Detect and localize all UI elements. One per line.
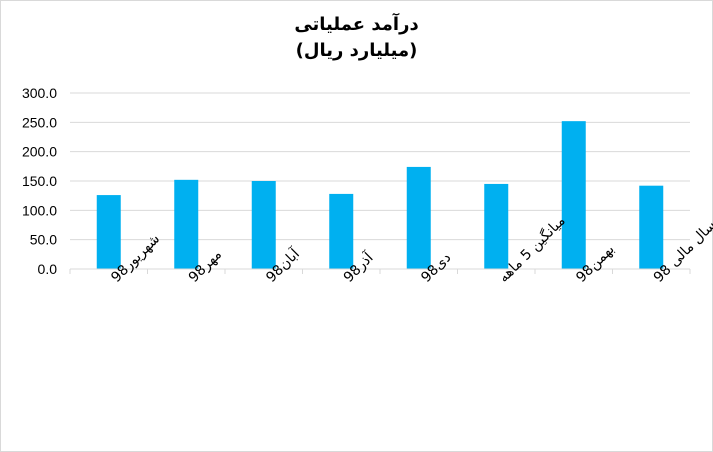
gridlines: [70, 92, 690, 241]
bar: [406, 166, 431, 269]
y-tick-label: 50.0: [30, 232, 57, 248]
chart-title: درآمد عملیاتی: [294, 14, 419, 35]
y-tick-label: 0.0: [38, 261, 58, 277]
bar: [96, 195, 121, 269]
y-tick-label: 150.0: [22, 173, 57, 189]
bar: [174, 179, 199, 269]
bar: [329, 193, 354, 269]
bar: [639, 185, 664, 269]
y-tick-label: 100.0: [22, 202, 57, 218]
bar: [561, 121, 586, 269]
y-axis-ticks: 0.0 50.0 100.0 150.0 200.0 250.0 300.0: [22, 85, 57, 277]
chart-subtitle: (میلیارد ریال): [295, 40, 418, 61]
y-tick-label: 300.0: [22, 85, 57, 101]
bar: [251, 181, 276, 269]
y-tick-label: 200.0: [22, 144, 57, 160]
x-axis: [69, 268, 691, 274]
y-tick-label: 250.0: [22, 114, 57, 130]
bar: [484, 183, 509, 269]
bars: [96, 121, 664, 269]
